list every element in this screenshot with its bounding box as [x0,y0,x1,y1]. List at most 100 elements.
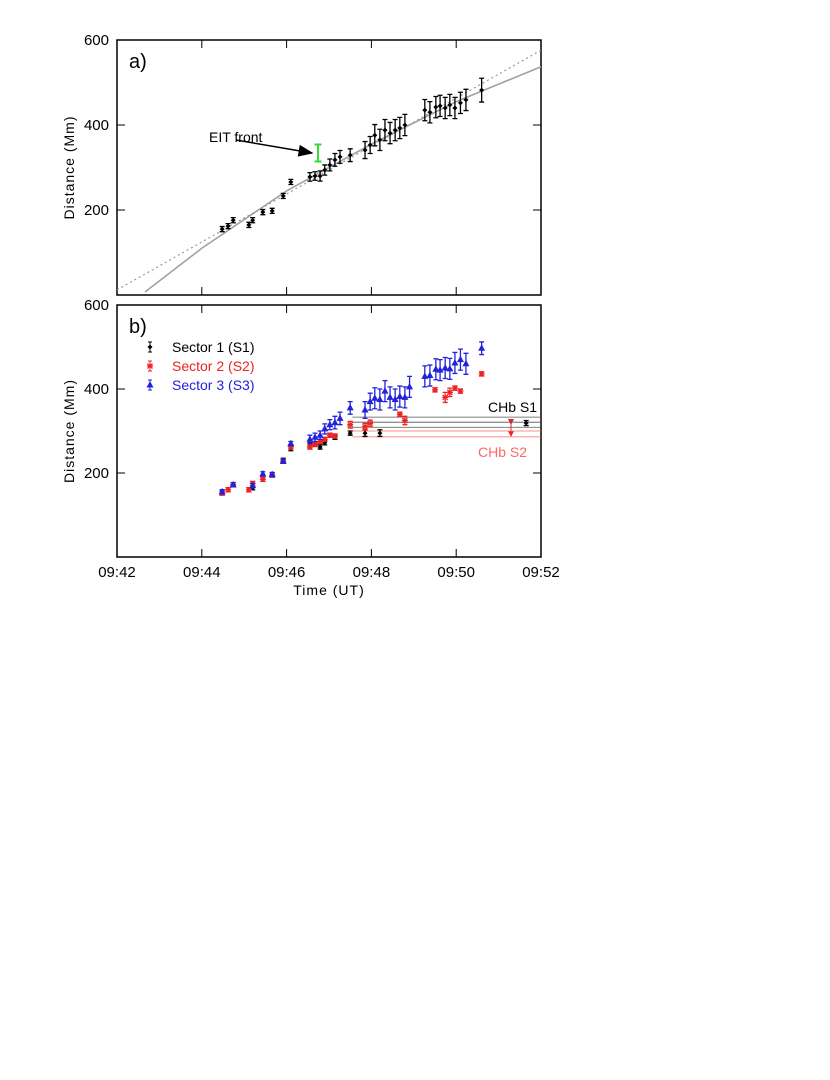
data-point [396,392,404,400]
data-point [326,432,333,439]
data-point [259,469,267,477]
data-point [307,174,313,180]
data-point [372,132,378,138]
data-point [377,430,383,436]
data-point [446,389,453,396]
y-tick-label: 400 [84,117,109,134]
data-point [381,387,389,394]
reference-label: CHb S2 [478,444,527,460]
data-point [437,103,443,109]
annotation-arrow [235,139,314,157]
data-point [218,487,226,495]
data-point [387,130,393,136]
data-point [432,386,438,393]
data-point [479,87,485,93]
data-point [306,444,313,450]
y-axis-label: Distance (Mm) [61,379,77,483]
data-point [367,420,374,427]
data-point [451,385,458,392]
data-point [260,209,266,215]
data-point [230,217,236,223]
data-point [456,355,464,363]
data-point [269,208,275,214]
annotation: EIT front [209,129,263,145]
panel-label: a) [129,51,147,73]
data-point [442,394,449,401]
data-point [422,107,428,113]
data-point [441,364,449,371]
data-point [406,382,414,390]
data-point [287,439,295,447]
data-point [366,397,374,405]
data-point [432,365,440,372]
data-point [367,142,373,148]
data-point [401,417,408,424]
data-point [478,344,486,351]
y-axis-label: Distance (Mm) [61,115,77,219]
data-point [225,223,231,229]
data-point [347,421,354,428]
x-tick-label: 09:50 [437,564,475,581]
data-point [312,173,318,179]
y-tick-label: 600 [84,32,109,49]
y-tick-label: 200 [84,465,109,482]
data-point [322,167,328,173]
data-point [250,217,256,223]
data-point [249,481,257,489]
data-point [362,430,368,436]
data-point [447,102,453,108]
legend-marker [147,363,153,369]
data-point [392,127,398,133]
data-point [446,364,454,372]
fit-line [117,49,541,291]
data-point [451,358,459,366]
data-point [229,480,237,488]
legend-marker [147,344,153,350]
data-point [427,109,433,115]
y-tick-label: 400 [84,381,109,398]
data-point [331,433,338,439]
x-tick-label: 09:48 [353,564,391,581]
data-point [280,193,286,199]
legend-label: Sector 2 (S2) [172,358,254,374]
data-point [312,441,319,448]
data-point [316,431,324,438]
data-point [347,152,353,158]
data-point [336,414,344,421]
data-point [225,486,232,493]
data-point [362,423,369,430]
x-axis-label: Time (UT) [293,582,364,598]
data-point [246,222,252,228]
data-point [306,435,314,442]
legend-label: Sector 1 (S1) [172,339,254,355]
data-point [326,420,334,428]
x-tick-label: 09:44 [183,564,221,581]
data-point [377,137,383,143]
panel-label: b) [129,316,147,338]
data-point [391,395,399,402]
data-point [382,127,388,133]
data-point [337,154,343,160]
x-tick-label: 09:46 [268,564,306,581]
data-point [396,411,403,418]
fit-line [144,66,541,293]
y-tick-label: 600 [84,297,109,314]
data-point [268,470,276,478]
data-point [402,122,408,128]
data-point [376,395,384,402]
data-point [401,393,409,400]
data-point [219,226,225,232]
data-point [371,394,379,401]
data-point [311,433,319,440]
data-point [463,97,469,103]
data-point [442,105,448,111]
data-point [347,430,353,436]
data-point [462,359,470,367]
data-point [317,444,323,450]
data-point [361,406,369,413]
data-point [332,157,338,163]
data-point [436,366,444,373]
data-point [457,388,464,395]
